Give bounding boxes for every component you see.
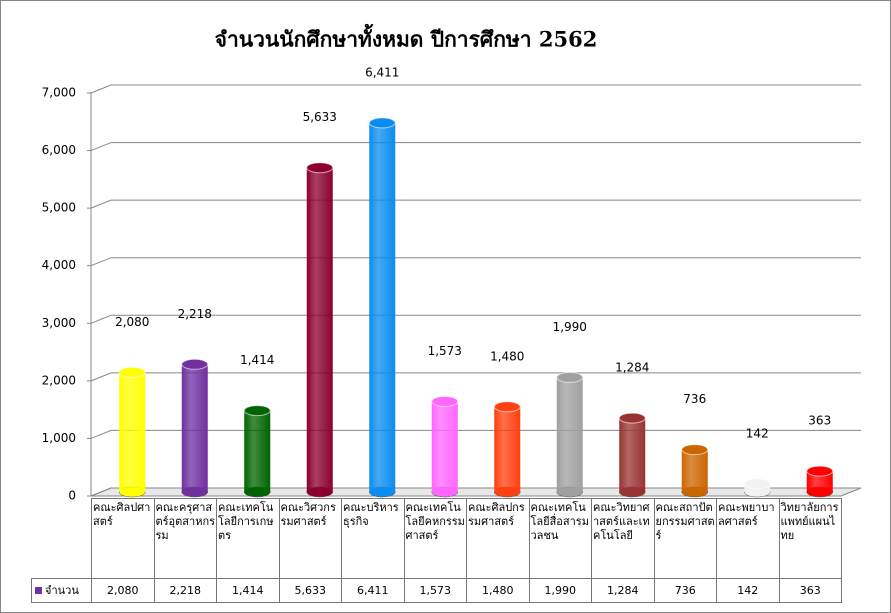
table-value: 1,990 [528, 578, 592, 603]
data-label: 142 [746, 426, 769, 440]
bar-top [181, 358, 209, 370]
table-value: 736 [653, 578, 717, 603]
bar [494, 406, 521, 492]
data-label: 2,218 [178, 307, 212, 321]
bar-top [243, 405, 271, 417]
table-value: 2,080 [91, 578, 155, 603]
data-label: 1,573 [428, 344, 462, 358]
grid-line [90, 487, 861, 497]
category-label: คณะเทคโนโลยีคหกรรมศาสตร์ [403, 498, 467, 579]
table-value: 1,284 [591, 578, 655, 603]
y-tick-label: 4,000 [42, 258, 76, 272]
bar-top [493, 401, 521, 413]
grid-line [90, 84, 861, 94]
data-label: 1,414 [240, 353, 274, 367]
data-label: 6,411 [365, 65, 399, 79]
grid-line [90, 372, 861, 382]
category-label: คณะพยาบาลศาสตร์ [716, 498, 780, 579]
category-label: คณะวิศวกรรมศาสตร์ [278, 498, 342, 579]
bar-top [743, 478, 771, 490]
bar-top [118, 366, 146, 378]
category-label: คณะครุศาสตร์อุตสาหกรรม [153, 498, 217, 579]
chart-title: จำนวนนักศึกษาทั้งหมด ปีการศึกษา 2562 [215, 24, 598, 52]
bar [369, 122, 396, 492]
category-label: คณะวิทยาศาสตร์และเทคโนโลยี [591, 498, 655, 579]
grid-line [90, 314, 861, 324]
bar [619, 418, 646, 492]
bar-top [431, 395, 459, 407]
bar-top [681, 444, 709, 456]
table-value: 1,573 [403, 578, 467, 603]
grid-line [90, 429, 861, 439]
bar-top [556, 371, 584, 383]
y-tick-label: 7,000 [42, 86, 76, 100]
table-value: 1,414 [216, 578, 280, 603]
table-value: 1,480 [466, 578, 530, 603]
legend-cell: จำนวน [31, 578, 92, 603]
back-wall [91, 85, 861, 496]
category-label: คณะเทคโนโลยีสื่อสารมวลชน [528, 498, 592, 579]
table-value: 363 [778, 578, 842, 603]
legend-swatch [35, 587, 42, 594]
table-value: 2,218 [153, 578, 217, 603]
grid-line [90, 199, 861, 209]
category-label: คณะศิลปศาสตร์ [91, 498, 155, 579]
bar-top [368, 117, 396, 129]
category-label: วิทยาลัยการแพทย์แผนไทย [778, 498, 842, 579]
category-label: คณะศิลปกรรมศาสตร์ [466, 498, 530, 579]
y-tick-label: 3,000 [42, 316, 76, 330]
bar-top [306, 162, 334, 174]
bar-top [618, 412, 646, 424]
data-label: 5,633 [303, 110, 337, 124]
data-label: 363 [808, 414, 831, 428]
grid-line [90, 142, 861, 152]
data-label: 2,080 [115, 315, 149, 329]
category-label: คณะสถาปัตยกรรมศาสตร์ [653, 498, 717, 579]
y-tick-label: 6,000 [42, 143, 76, 157]
bar [119, 372, 146, 492]
bar [431, 401, 458, 492]
table-value: 6,411 [341, 578, 405, 603]
bar [306, 167, 333, 493]
table-value: 5,633 [278, 578, 342, 603]
y-tick-label: 0 [68, 489, 76, 503]
category-label: คณะเทคโนโลยีการเกษตร [216, 498, 280, 579]
bar [806, 471, 833, 492]
table-value: 142 [716, 578, 780, 603]
bar-top [806, 465, 834, 477]
data-label: 736 [683, 392, 706, 406]
bar [181, 364, 208, 492]
bar [244, 410, 271, 492]
y-tick-label: 2,000 [42, 373, 76, 387]
bar [681, 449, 708, 492]
y-tick-label: 1,000 [42, 431, 76, 445]
y-tick-label: 5,000 [42, 201, 76, 215]
bar [556, 377, 583, 492]
legend-label: จำนวน [45, 584, 79, 597]
grid-line [90, 257, 861, 267]
data-label: 1,480 [490, 349, 524, 363]
category-label: คณะบริหารธุรกิจ [341, 498, 405, 579]
data-label: 1,990 [553, 320, 587, 334]
data-label: 1,284 [615, 361, 649, 375]
